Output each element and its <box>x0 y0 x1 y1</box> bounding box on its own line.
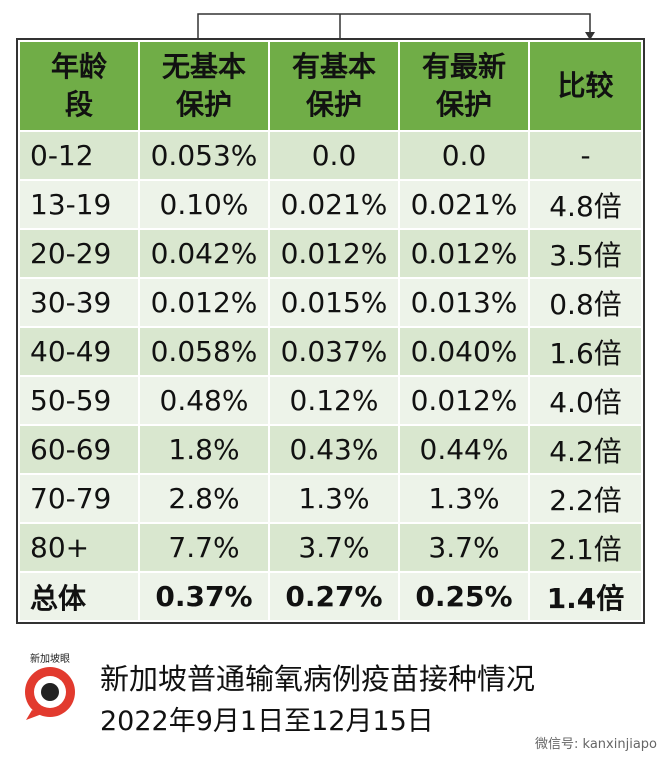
bracket <box>197 13 595 40</box>
age-cell: 0-12 <box>18 130 140 181</box>
table-row: 50-59 0.48% 0.12% 0.012% 4.0倍 <box>18 375 643 426</box>
value-cell: 0.058% <box>138 326 270 377</box>
age-cell: 80+ <box>18 522 140 573</box>
table-row: 40-49 0.058% 0.037% 0.040% 1.6倍 <box>18 326 643 377</box>
value-cell: 0.021% <box>268 179 400 230</box>
header-cell: 比较 <box>528 40 643 132</box>
value-cell: 0.037% <box>268 326 400 377</box>
value-cell: 0.040% <box>398 326 530 377</box>
age-cell: 13-19 <box>18 179 140 230</box>
value-cell: 2.8% <box>138 473 270 524</box>
logo-text: 新加坡眼 <box>30 652 70 665</box>
data-table: 年龄段无基本 保护 有基本 保护 有最新 保护 比较 0-12 0.053% 0.0 0.0-13… <box>16 38 645 624</box>
header-cell: 年龄段 <box>18 40 140 132</box>
table-row: 13-19 0.10% 0.021% 0.021% 4.8倍 <box>18 179 643 230</box>
value-cell: 2.2倍 <box>528 473 643 524</box>
header-line: 无基本 <box>161 50 246 83</box>
age-cell: 70-79 <box>18 473 140 524</box>
header-cell: 有最新 保护 <box>398 40 530 132</box>
value-cell: 7.7% <box>138 522 270 573</box>
value-cell: 3.7% <box>268 522 400 573</box>
value-cell: 0.37% <box>138 571 270 622</box>
value-cell: 0.27% <box>268 571 400 622</box>
header-line: 保护 <box>175 88 232 121</box>
caption-date: 2022年9月1日至12月15日 <box>100 706 434 737</box>
age-cell: 总体 <box>18 571 140 622</box>
value-cell: 0.012% <box>398 375 530 426</box>
header-line: 年龄 <box>50 50 107 83</box>
value-cell: 1.3% <box>398 473 530 524</box>
value-cell: 0.015% <box>268 277 400 328</box>
age-cell: 60-69 <box>18 424 140 475</box>
value-cell: 0.48% <box>138 375 270 426</box>
value-cell: 3.7% <box>398 522 530 573</box>
table-row: 30-39 0.012% 0.015% 0.013% 0.8倍 <box>18 277 643 328</box>
value-cell: 0.10% <box>138 179 270 230</box>
value-cell: 4.8倍 <box>528 179 643 230</box>
value-cell: 3.5倍 <box>528 228 643 279</box>
header-line: 比较 <box>557 69 614 102</box>
value-cell: 1.8% <box>138 424 270 475</box>
header-row: 年龄段无基本 保护 有基本 保护 有最新 保护 比较 <box>18 40 643 132</box>
value-cell: 0.021% <box>398 179 530 230</box>
value-cell: 1.3% <box>268 473 400 524</box>
caption-title: 新加坡普通输氧病例疫苗接种情况 <box>100 662 536 696</box>
header-line: 有最新 <box>421 50 506 83</box>
value-cell: 0.44% <box>398 424 530 475</box>
value-cell: 0.012% <box>268 228 400 279</box>
table-row: 80+ 7.7% 3.7% 3.7% 2.1倍 <box>18 522 643 573</box>
age-cell: 20-29 <box>18 228 140 279</box>
value-cell: 0.012% <box>138 277 270 328</box>
header-line: 保护 <box>305 88 362 121</box>
header-line: 段 <box>64 88 93 121</box>
value-cell: 0.43% <box>268 424 400 475</box>
value-cell: 0.8倍 <box>528 277 643 328</box>
value-cell: 0.012% <box>398 228 530 279</box>
logo: 新加坡眼 <box>25 652 75 720</box>
header-line: 保护 <box>435 88 492 121</box>
header-cell: 无基本 保护 <box>138 40 270 132</box>
value-cell: 0.0 <box>398 130 530 181</box>
table-row: 20-29 0.042% 0.012% 0.012% 3.5倍 <box>18 228 643 279</box>
header-cell: 有基本 保护 <box>268 40 400 132</box>
value-cell: 0.042% <box>138 228 270 279</box>
value-cell: 1.4倍 <box>528 571 643 622</box>
value-cell: 1.6倍 <box>528 326 643 377</box>
value-cell: 0.053% <box>138 130 270 181</box>
age-cell: 40-49 <box>18 326 140 377</box>
table-row: 0-12 0.053% 0.0 0.0- <box>18 130 643 181</box>
table-row: 60-69 1.8% 0.43% 0.44% 4.2倍 <box>18 424 643 475</box>
header-line: 有基本 <box>291 50 376 83</box>
value-cell: 2.1倍 <box>528 522 643 573</box>
value-cell: 0.0 <box>268 130 400 181</box>
age-cell: 50-59 <box>18 375 140 426</box>
age-cell: 30-39 <box>18 277 140 328</box>
value-cell: 0.12% <box>268 375 400 426</box>
table-row: 总体 0.37% 0.27% 0.25% 1.4倍 <box>18 571 643 622</box>
watermark: 微信号: kanxinjiapo <box>535 737 657 752</box>
table-row: 70-79 2.8% 1.3% 1.3% 2.2倍 <box>18 473 643 524</box>
value-cell: 4.0倍 <box>528 375 643 426</box>
value-cell: 4.2倍 <box>528 424 643 475</box>
value-cell: 0.25% <box>398 571 530 622</box>
value-cell: - <box>528 130 643 181</box>
value-cell: 0.013% <box>398 277 530 328</box>
